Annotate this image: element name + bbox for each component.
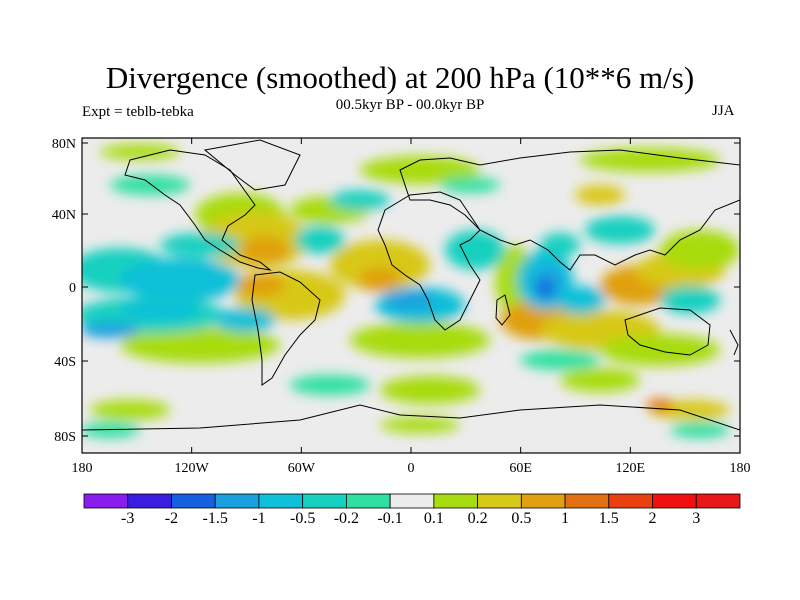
lon-tick-label: 120E — [616, 461, 646, 476]
colorbar-box — [171, 493, 216, 509]
lon-tick-label: 180 — [72, 461, 93, 476]
colorbar-box — [520, 493, 566, 509]
colorbar-label: -3 — [121, 510, 135, 527]
lon-tick-label: 0 — [408, 461, 415, 476]
colorbar-box — [564, 493, 610, 509]
colorbar-box — [83, 493, 129, 509]
colorbar-label: -2 — [164, 510, 179, 527]
colorbar-box — [127, 493, 172, 509]
latitude-axis: 80N 40N 0 40S 80S — [52, 137, 740, 445]
colorbar-label: -0.5 — [289, 510, 316, 527]
colorbar — [83, 493, 741, 509]
antarctica-coast — [82, 404, 740, 431]
lat-tick-label: 80N — [52, 137, 76, 152]
experiment-label: Expt = teblb-tebka — [82, 104, 194, 120]
colorbar-label: -0.2 — [333, 510, 360, 527]
season-label: JJA — [712, 103, 735, 119]
colorbar-box — [652, 493, 697, 509]
colorbar-box — [302, 493, 347, 509]
colorbar-box — [258, 493, 304, 509]
lon-tick-label: 180 — [730, 461, 751, 476]
colorbar-label: 0.1 — [423, 510, 444, 527]
south-america-coast — [251, 271, 321, 386]
lon-tick-label: 60W — [288, 461, 316, 476]
lon-tick-label: 120W — [175, 461, 210, 476]
colorbar-label: 0.2 — [467, 510, 488, 527]
madagascar-coast — [495, 294, 511, 326]
longitude-axis: 180 120W 60W 0 60E 120E 180 — [72, 138, 751, 476]
lat-tick-label: 40S — [54, 355, 76, 370]
colorbar-label: -0.1 — [377, 510, 403, 527]
colorbar-box — [214, 493, 260, 509]
colorbar-box — [695, 493, 741, 509]
period-label: 00.5kyr BP - 00.0kyr BP — [335, 97, 485, 113]
africa-coast — [377, 191, 481, 331]
colorbar-label: -1 — [252, 510, 266, 527]
coastlines — [82, 139, 740, 431]
colorbar-box — [433, 493, 479, 509]
field-layer — [82, 138, 740, 453]
colorbar-label: 3 — [692, 510, 701, 527]
new-zealand-coast — [729, 329, 739, 356]
colorbar-box — [389, 493, 435, 509]
eurasia-coast — [399, 149, 740, 271]
north-america-coast — [124, 149, 272, 271]
colorbar-label: 1.5 — [598, 510, 619, 527]
plot-title: Divergence (smoothed) at 200 hPa (10**6 … — [105, 60, 695, 95]
lat-tick-label: 80S — [54, 430, 76, 445]
colorbar-label: 1 — [561, 510, 570, 527]
greenland-coast — [203, 139, 301, 191]
lat-tick-label: 40N — [52, 208, 76, 223]
colorbar-box — [608, 493, 653, 509]
colorbar-box — [345, 493, 391, 509]
colorbar-box — [477, 493, 522, 509]
colorbar-label: 0.5 — [511, 510, 532, 527]
lat-tick-label: 0 — [69, 281, 76, 296]
colorbar-label: -1.5 — [202, 510, 228, 527]
colorbar-label: 2 — [648, 510, 657, 527]
lon-tick-label: 60E — [509, 461, 532, 476]
australia-coast — [624, 307, 711, 356]
